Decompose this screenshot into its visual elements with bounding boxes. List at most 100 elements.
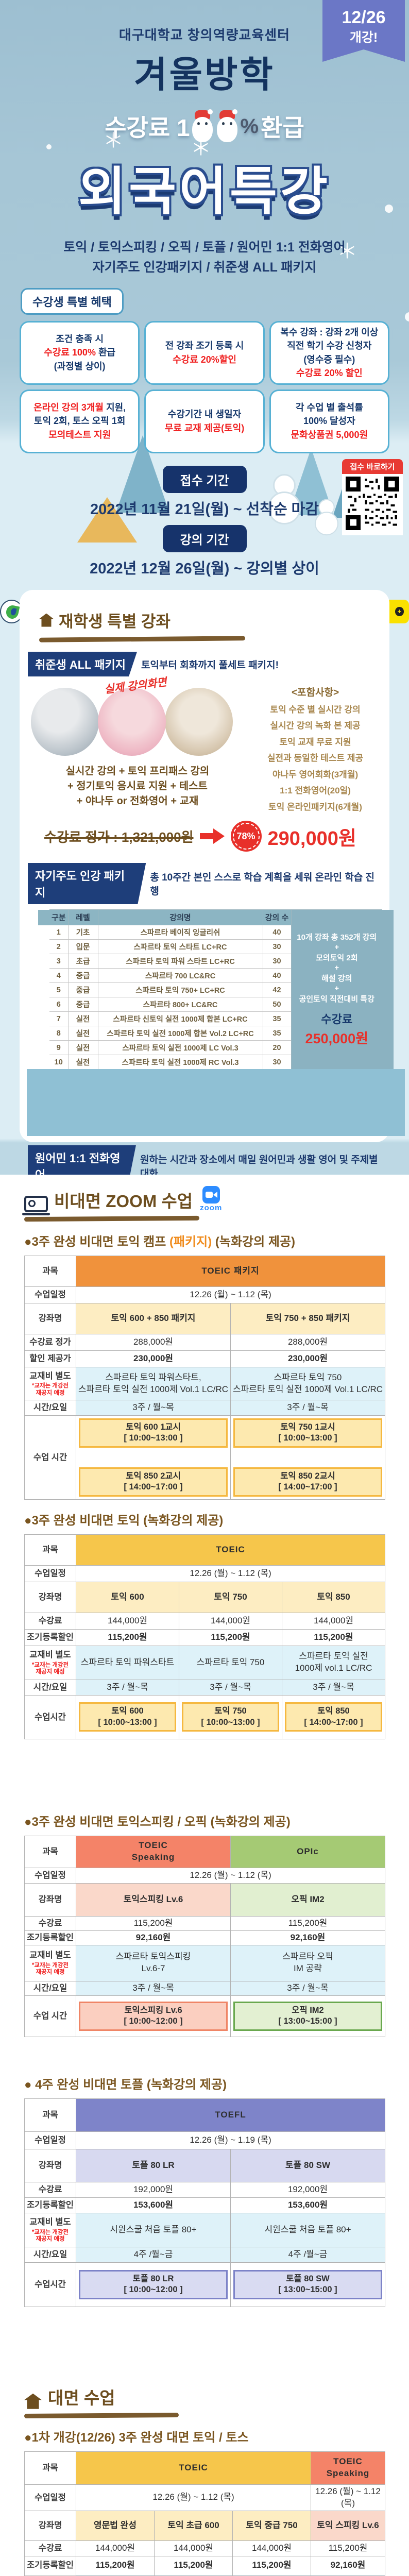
laptop-icon	[22, 1196, 50, 1215]
qr-block[interactable]: 접수 바로하기	[342, 459, 403, 535]
package3-tagline: 원하는 시간과 장소에서 매일 원어민과 생활 영어 및 주제별 대화	[140, 1155, 378, 1175]
table-cell: 12.26 (월) ~ 1.12 (목)	[76, 1867, 385, 1884]
row-label: 강좌명	[24, 1581, 76, 1613]
column-header: 강의명	[97, 909, 263, 925]
table-toeic: 과목 TOEIC 수업일정 12.26 (월) ~ 1.12 (목) 강좌명 토익 600…	[24, 1534, 385, 1739]
tent-icon	[77, 497, 137, 543]
table-cell: 스파르타 토익 스타트 LC+RC	[97, 939, 263, 954]
package1-includes: <포함사항> 토익 수준 별 실시간 강의 실시간 강의 녹화 본 제공 토익 교재…	[248, 682, 382, 816]
table-cell: 토익 600	[76, 1581, 179, 1613]
table-cell: 스파르타 신토익 실전 1000제 합본 LC+RC	[97, 1011, 263, 1026]
package1-tagline: 토익부터 회화까지 풀세트 패키지!	[141, 659, 279, 671]
text-segment: 100% 달성자	[303, 416, 355, 427]
bullet-line: + 야나두 or 전화영어 + 교재	[76, 795, 199, 807]
table-cell: 토익 750 1교시[ 10:00~13:00 ] 토익 850 2교시[ 14:…	[230, 1415, 386, 1500]
package1-header: 취준생 ALL 패키지 토익부터 회화까지 풀세트 패키지!	[28, 652, 382, 676]
text-segment: 지원,	[104, 402, 126, 413]
subheading-toeic: ●3주 완성 비대면 토익 (녹화강의 제공)	[24, 1510, 385, 1528]
table-cell: 288,000원	[76, 1334, 231, 1351]
refund-headline: 수강료 1 % 환급	[0, 109, 409, 143]
table-cell: 3주 / 월~목	[76, 1400, 231, 1416]
table-cell: 8	[38, 1026, 69, 1041]
package2-tagline: 총 10주간 본인 스스로 학습 계획을 세워 온라인 학습 진행	[150, 872, 375, 897]
zoom-camera-icon	[202, 1186, 220, 1204]
subheading-toefl: ● 4주 완성 비대면 토플 (녹화강의 제공)	[24, 2074, 385, 2092]
text-segment: 복수 강좌 : 강좌 2개 이상	[280, 327, 379, 338]
row-label: 조기등록할인	[24, 2555, 76, 2575]
row-label: 시간/요일	[24, 1400, 76, 1416]
sparkle-icon: ＊	[337, 240, 357, 263]
table-cell: 스파르타 토익 실전 1000제 합본 Vol.2 LC+RC	[97, 1026, 263, 1041]
course-list-subtitle: 토익 / 토익스피킹 / 오픽 / 토플 / 원어민 1:1 전화영어 자기주도…	[0, 238, 409, 278]
benefit-card: 복수 강좌 : 강좌 2개 이상 직전 학기 수강 신청자 (영수증 필수) 수강료 …	[269, 320, 389, 385]
qr-label[interactable]: 접수 바로하기	[342, 459, 403, 474]
table-cell: TOEFL	[75, 2098, 386, 2132]
table-cell: 스파르타 베이직 잉글리쉬	[97, 925, 263, 940]
refund-suffix: 환급	[261, 114, 304, 141]
table-cell: 스파르타 토익 파워스타트, 스파르타 토익 실전 1000제 Vol.1 LC/…	[76, 1367, 231, 1400]
row-label: 수업일정	[24, 2131, 76, 2149]
include-item: 실시간 강의 녹화 본 제공	[270, 721, 361, 731]
table-cell: 115,200원	[76, 1916, 231, 1931]
table-cell: 3주 / 월~목	[230, 1980, 385, 1996]
bullet-line: 실시간 강의 + 토익 프리패스 강의	[65, 766, 210, 777]
table-cell: 토익 600 + 850 패키지	[76, 1303, 231, 1334]
table-cell: 2	[38, 939, 69, 954]
org-name: 대구대학교 창의역량교육센터	[118, 27, 291, 43]
table-cell: 토익 초급 600	[154, 2510, 233, 2541]
table-cell: 192,000원	[76, 2181, 231, 2198]
row-label: 수업일정	[24, 2484, 76, 2511]
snowman-icon	[268, 474, 301, 524]
table-cell: 오픽 IM2	[230, 1883, 385, 1917]
benefit-card: 온라인 강의 3개월 지원, 토익 2회, 토스 오픽 1회 모의테스트 지원	[20, 389, 140, 453]
table-cell: 토익 850[ 14:00~17:00 ]	[282, 1694, 385, 1739]
table-cell: 중급	[67, 968, 98, 983]
qr-code[interactable]	[342, 474, 403, 535]
period-badge: 접수 기간	[162, 465, 247, 493]
table-offline-1: 과목 TOEIC TOEIC Speaking 수업일정 12.26 (월) ~ 1.12…	[24, 2451, 385, 2576]
benefit-card: 조건 충족 시 수강료 100% 환급 (과정별 상이)	[20, 320, 140, 385]
column-header: 레벨	[67, 909, 98, 925]
santa-icon	[191, 109, 214, 142]
row-label: 수강료	[24, 2540, 76, 2556]
ribbon-label: 개강!	[349, 30, 378, 45]
table-cell: 4	[38, 968, 69, 983]
period-value: 2022년 11월 21일(월) ~ 선착순 마감	[90, 501, 319, 518]
lecture-photos: 실제 강의화면	[27, 676, 248, 760]
santa-icon	[216, 109, 238, 142]
package-summary: 10개 강좌 총 352개 강의 + 모의토익 2회 + 해설 강의 + 공인토익 직전대비…	[291, 909, 394, 1103]
panel-heading: 재학생 특별 강좌	[39, 608, 382, 632]
table-cell: 스파르타 오픽 IM 공략	[230, 1944, 385, 1981]
table-cell: 스파르타 토익 실전 1000제 vol.1 LC/RC	[282, 1645, 385, 1680]
table-cell: 30	[262, 954, 292, 969]
lecture-photo	[165, 688, 233, 756]
table-cell: 6	[38, 997, 69, 1012]
table-cell: 288,000원	[230, 1334, 386, 1351]
table-cell: TOEIC Speaking	[76, 1835, 231, 1868]
table-cell: 144,000원	[179, 1612, 282, 1630]
benefit-card: 전 강좌 조기 등록 시 수강료 20%할인	[144, 320, 265, 385]
table-cell: 스파르타 토익 750+ LC+RC	[97, 982, 263, 997]
include-item: 토익 온라인패키지(6개월)	[268, 802, 362, 812]
table-cell: 35	[262, 1026, 292, 1041]
table-cell: 115,200원	[154, 2555, 233, 2575]
offline-heading-text: 대면 수업	[48, 2388, 115, 2408]
table-cell: 토플 80 LR[ 10:00~12:00 ]	[76, 2262, 231, 2307]
table-cell: 35	[262, 1011, 292, 1026]
package1-price-row: 수강료 정가 : 1,321,000원 78% 290,000원	[44, 821, 382, 852]
table-cell: 시원스쿨 처음 토플 80+	[230, 2212, 386, 2247]
house-icon	[39, 613, 54, 627]
table-cell: 10	[38, 1055, 69, 1103]
includes-title: <포함사항>	[291, 687, 339, 698]
package3-ribbon: 원어민 1:1 전화영어	[28, 1145, 136, 1175]
table-cell: 3주 / 월~목	[282, 1679, 385, 1696]
table-cell: 115,200원	[179, 1629, 282, 1646]
row-label: 과목	[24, 2098, 76, 2132]
brush-underline	[24, 1215, 200, 1222]
course-table: 과목 TOEIC TOEIC Speaking 수업일정 12.26 (월) ~ 1.12…	[24, 2451, 385, 2576]
table-cell: 115,200원	[76, 2555, 155, 2575]
